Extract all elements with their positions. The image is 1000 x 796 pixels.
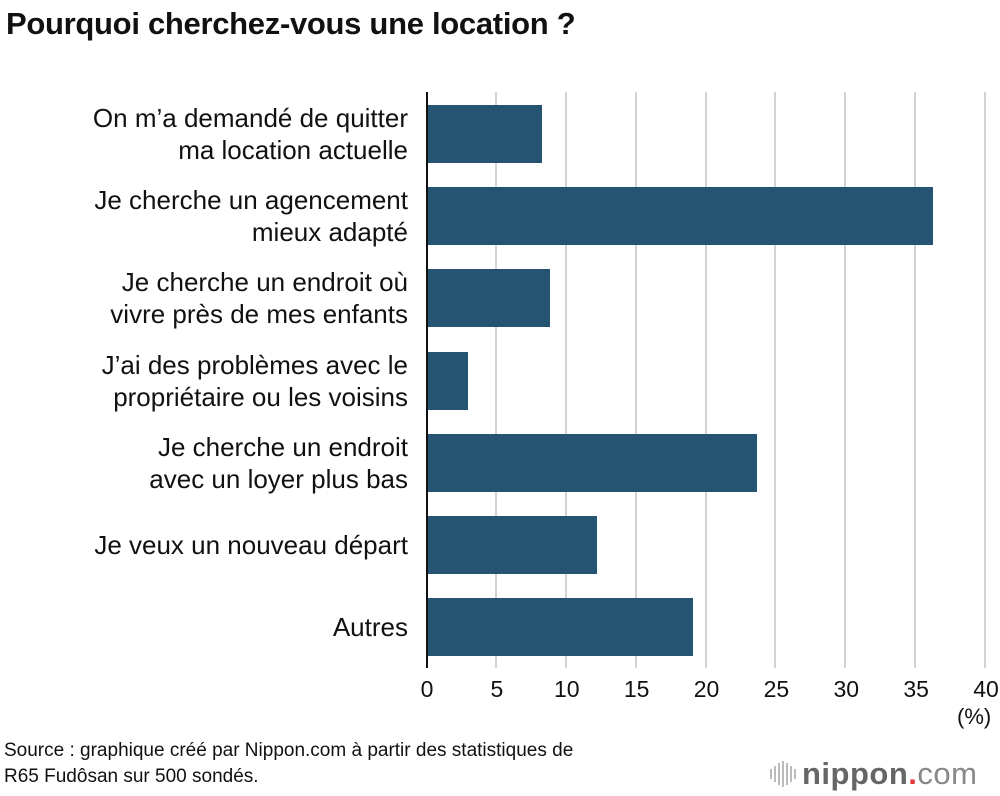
gridline (914, 92, 917, 668)
category-label: Je veux un nouveau départ (94, 530, 408, 560)
source-line-1: Source : graphique créé par Nippon.com à… (4, 740, 574, 761)
y-axis-line (426, 92, 428, 668)
bar (427, 269, 550, 328)
x-tick-label: 30 (833, 676, 860, 702)
bar (427, 187, 933, 246)
x-tick-label: 5 (490, 676, 504, 702)
x-tick-label: 15 (623, 676, 650, 702)
category-label: Je cherche un endroit où vivre près de me… (110, 267, 408, 330)
bar (427, 598, 693, 657)
x-tick-label: 25 (763, 676, 790, 702)
category-label: Je cherche un agencement mieux adapté (94, 185, 408, 248)
bar (427, 351, 468, 410)
nippon-logo: nippon.com (770, 756, 978, 792)
x-tick-label: 20 (693, 676, 720, 702)
source-note: Source : graphique créé par Nippon.com à… (4, 738, 573, 790)
logo-wordmark: nippon.com (802, 756, 978, 791)
x-tick-label: 10 (553, 676, 580, 702)
gridline (564, 92, 567, 668)
x-axis-unit: (%) (957, 704, 992, 729)
category-label: Je cherche un endroit avec un loyer plus … (149, 431, 408, 494)
gridline (774, 92, 777, 668)
gridline (704, 92, 707, 668)
gridline (494, 92, 497, 668)
x-tick-label: 0 (420, 676, 434, 702)
gridline (984, 92, 986, 668)
gridline (634, 92, 637, 668)
x-tick-label: 40 (973, 676, 999, 702)
bar (427, 105, 542, 163)
sound-wave-icon (770, 761, 796, 787)
source-line-2: R65 Fudôsan sur 500 sondés. (4, 766, 259, 787)
category-label: Autres (332, 612, 408, 643)
x-tick-label: 35 (903, 676, 929, 702)
category-label: J’ai des problèmes avec le propriétaire o… (101, 349, 408, 412)
category-label: On m’a demandé de quitter ma location act… (92, 103, 408, 165)
bar (427, 516, 598, 574)
gridline (844, 92, 847, 668)
chart-title: Pourquoi cherchez-vous une location ? (6, 6, 576, 41)
bar (427, 433, 757, 492)
